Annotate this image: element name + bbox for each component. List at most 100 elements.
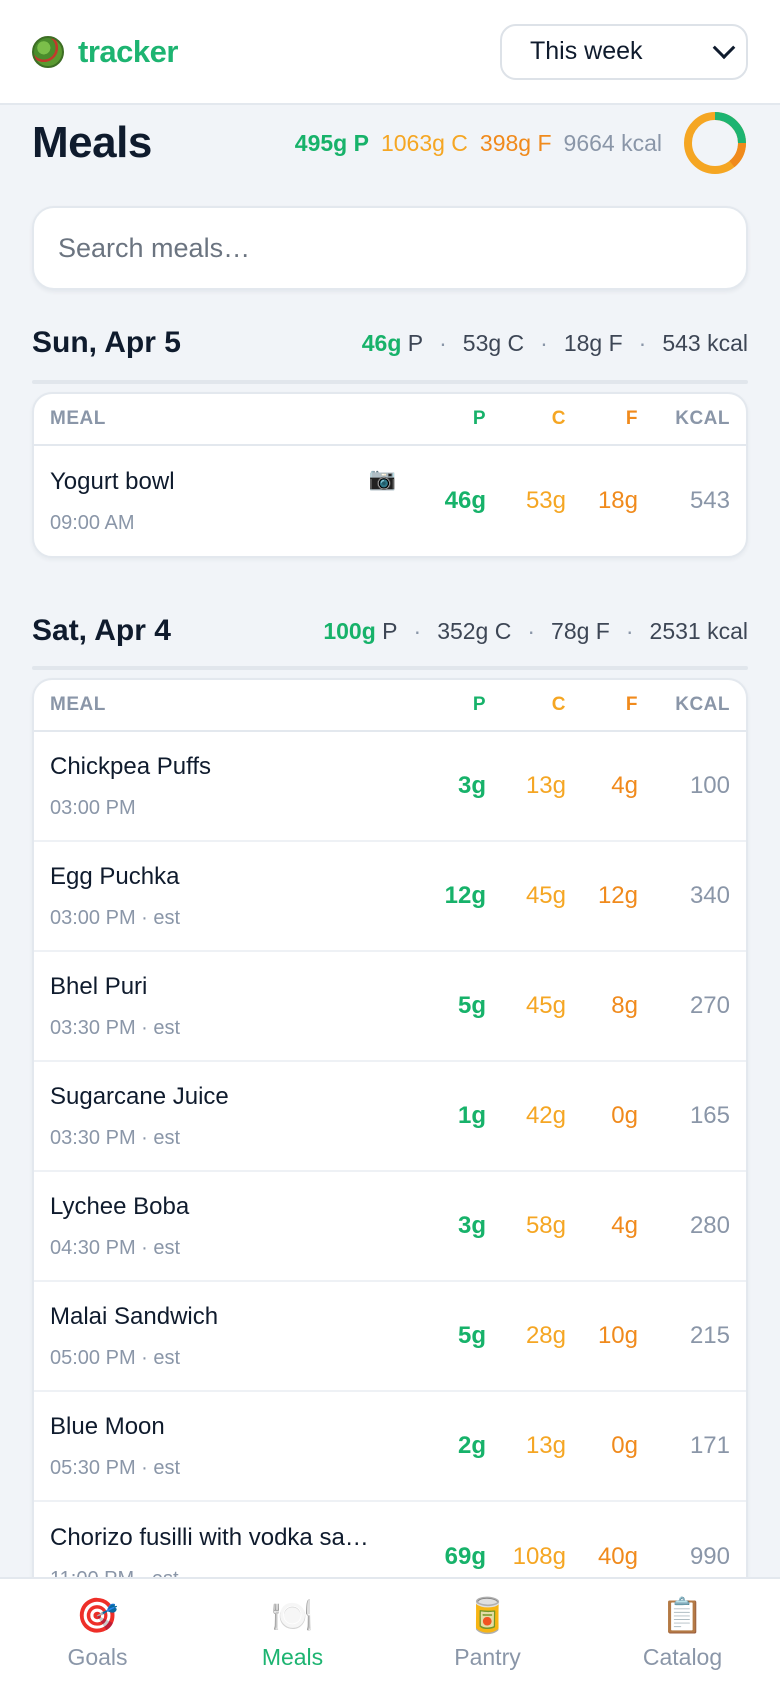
tab-pantry[interactable]: 🥫 Pantry (390, 1579, 585, 1688)
meal-protein: 3g (457, 772, 486, 799)
table-row[interactable]: Sugarcane Juice 03:30 PM · est 1g 42g 0g… (34, 1062, 746, 1172)
table-row[interactable]: Egg Puchka 03:00 PM · est 12g 45g 12g 34… (34, 842, 746, 952)
meal-carbs: 45g (525, 882, 566, 909)
meal-kcal: 340 (689, 882, 730, 909)
meal-cell: Bhel Puri 03:30 PM · est (50, 973, 406, 1040)
meal-cell: Egg Puchka 03:00 PM · est (50, 863, 406, 930)
meal-protein: 69g (444, 1543, 486, 1570)
day-fat: 18g F (563, 329, 623, 356)
meal-kcal: 543 (689, 487, 730, 514)
meal-fat: 12g (597, 882, 638, 909)
meal-time: 09:00 AM (50, 511, 135, 534)
meal-cell: Lychee Boba 04:30 PM · est (50, 1193, 406, 1260)
meal-protein: 1g (457, 1102, 486, 1129)
meal-fat: 40g (597, 1543, 638, 1570)
header-kcal: KCAL (675, 694, 730, 715)
search-input[interactable] (58, 232, 722, 264)
day-title: Sun, Apr 5 (32, 326, 181, 359)
total-kcal: 9664 kcal (563, 129, 662, 156)
meal-kcal: 990 (689, 1543, 730, 1570)
table-row[interactable]: Blue Moon 05:30 PM · est 2g 13g 0g 171 (34, 1392, 746, 1502)
header-carbs: C (551, 408, 566, 429)
header-protein: P (472, 408, 486, 429)
meal-time: 05:00 PM · est (50, 1346, 181, 1369)
meal-name: Chickpea Puffs (50, 752, 211, 780)
page-title: Meals (32, 118, 152, 167)
header-kcal: KCAL (675, 408, 730, 429)
app-header: tracker This week (0, 0, 780, 105)
total-protein: 495g P (294, 129, 369, 156)
meal-name: Egg Puchka (50, 862, 180, 890)
meal-kcal: 270 (689, 992, 730, 1019)
macro-totals: 495g P 1063g C 398g F 9664 kcal (295, 130, 662, 157)
meal-carbs: 53g (525, 487, 566, 514)
meal-name: Sugarcane Juice (50, 1082, 229, 1110)
separator: · (625, 617, 634, 644)
meal-time: 03:30 PM · est (50, 1016, 181, 1039)
meal-cell: Malai Sandwich 05:00 PM · est (50, 1303, 406, 1370)
meal-protein: 5g (457, 992, 486, 1019)
tin-can-icon: 🥫 (466, 1597, 509, 1635)
table-header: MEAL P C F KCAL (34, 394, 746, 446)
meal-kcal: 280 (689, 1212, 730, 1239)
separator: · (439, 329, 447, 356)
table-header: MEAL P C F KCAL (34, 680, 746, 732)
day-protein-unit: P (382, 617, 398, 644)
clipboard-icon: 📋 (661, 1597, 704, 1635)
header-fat: F (625, 694, 638, 715)
day-kcal: 543 kcal (662, 329, 748, 356)
chevron-down-icon (712, 35, 736, 59)
tab-label: Goals (67, 1644, 128, 1670)
meal-carbs: 58g (525, 1212, 566, 1239)
meal-time: 03:00 PM · est (50, 906, 181, 929)
meal-kcal: 100 (689, 772, 730, 799)
day-kcal: 2531 kcal (649, 617, 748, 644)
separator: · (413, 617, 422, 644)
meal-cell: Chickpea Puffs 03:00 PM (50, 753, 406, 820)
tab-meals[interactable]: 🍽️ Meals (195, 1579, 390, 1688)
separator: · (527, 617, 536, 644)
meal-name: Blue Moon (50, 1412, 165, 1440)
day-header: Sun, Apr 5 46g P · 53g C · 18g F · 543 k… (32, 318, 748, 368)
meal-carbs: 28g (525, 1322, 566, 1349)
table-row[interactable]: Chickpea Puffs 03:00 PM 3g 13g 4g 100 (34, 732, 746, 842)
meal-carbs: 13g (525, 772, 566, 799)
day-summary: 100g P · 352g C · 78g F · 2531 kcal (323, 618, 748, 645)
day-summary: 46g P · 53g C · 18g F · 543 kcal (362, 330, 748, 357)
tab-goals[interactable]: 🎯 Goals (0, 1579, 195, 1688)
date-range-select[interactable]: This week (500, 23, 748, 80)
meal-kcal: 171 (689, 1432, 730, 1459)
day-title: Sat, Apr 4 (32, 614, 171, 647)
bottom-tab-bar: 🎯 Goals 🍽️ Meals 🥫 Pantry 📋 Catalog (0, 1577, 780, 1688)
meal-kcal: 215 (689, 1322, 730, 1349)
search-box (32, 206, 748, 290)
table-row[interactable]: Lychee Boba 04:30 PM · est 3g 58g 4g 280 (34, 1172, 746, 1282)
brand[interactable]: tracker (32, 34, 178, 70)
day-divider (32, 666, 748, 670)
meal-fat: 10g (597, 1322, 638, 1349)
meal-protein: 12g (444, 882, 486, 909)
separator: · (638, 329, 647, 356)
meal-time: 04:30 PM · est (50, 1236, 181, 1259)
header-meal: MEAL (50, 694, 106, 715)
meal-cell: Yogurt bowl 09:00 AM 📷 (50, 466, 406, 535)
meal-time: 05:30 PM · est (50, 1456, 181, 1479)
table-row[interactable]: Bhel Puri 03:30 PM · est 5g 45g 8g 270 (34, 952, 746, 1062)
table-row[interactable]: Malai Sandwich 05:00 PM · est 5g 28g 10g… (34, 1282, 746, 1392)
date-range-value: This week (530, 37, 643, 65)
day-protein: 46g (361, 329, 402, 356)
separator: · (540, 329, 548, 356)
tab-label: Pantry (454, 1644, 521, 1670)
tab-catalog[interactable]: 📋 Catalog (585, 1579, 780, 1688)
meal-carbs: 13g (525, 1432, 566, 1459)
macro-ring-icon (684, 112, 747, 174)
day-fat: 78g F (551, 617, 610, 644)
table-row[interactable]: Yogurt bowl 09:00 AM 📷 46g 53g 18g 543 (34, 446, 746, 556)
meal-name: Lychee Boba (50, 1192, 190, 1220)
meal-time: 03:00 PM (50, 796, 136, 819)
day-protein-unit: P (407, 329, 424, 356)
meal-name: Bhel Puri (50, 972, 148, 1000)
meal-name: Malai Sandwich (50, 1302, 219, 1330)
day-divider (32, 380, 748, 384)
day-carbs: 352g C (437, 617, 512, 644)
